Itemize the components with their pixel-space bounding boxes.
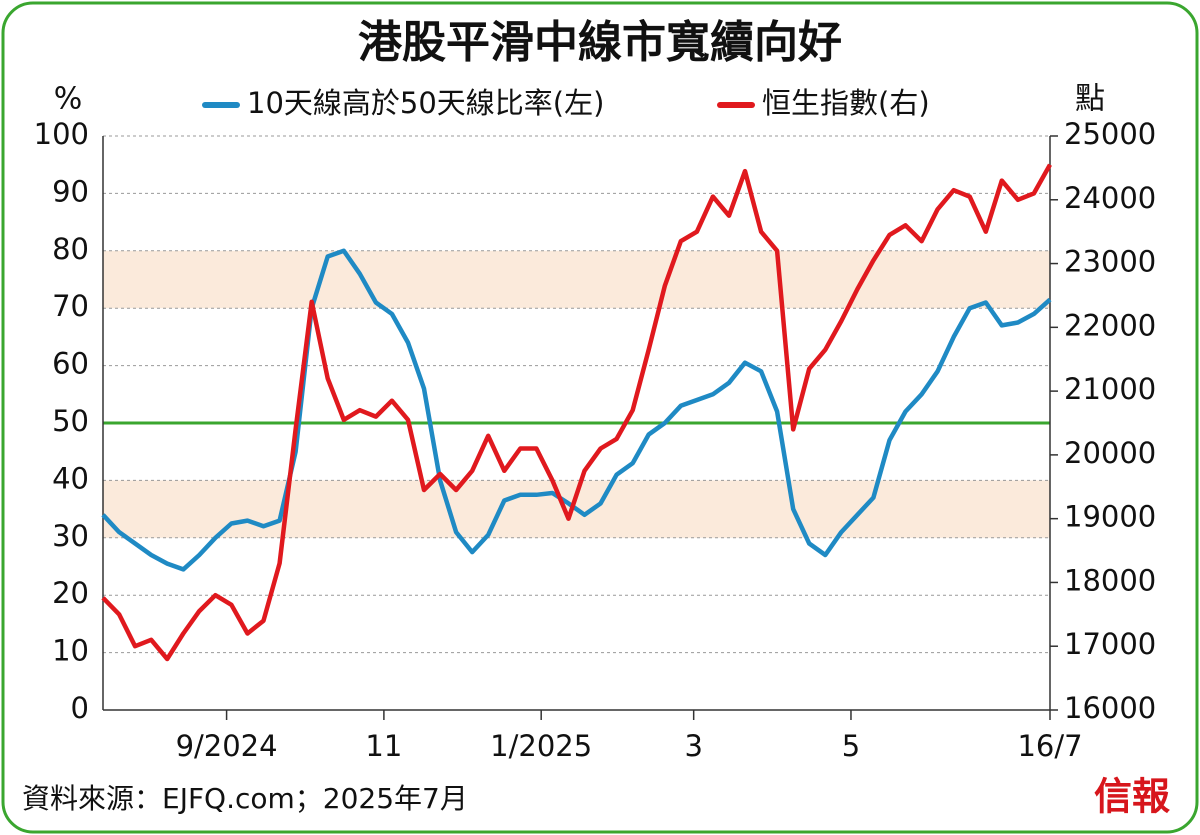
y2-tick-label: 20000 (1064, 436, 1156, 470)
y-tick-label: 20 (52, 576, 89, 610)
shaded-band (103, 250, 1050, 309)
y-tick-label: 80 (52, 232, 89, 266)
y2-tick-label: 18000 (1064, 563, 1156, 597)
y-tick-label: 100 (34, 117, 89, 151)
x-tick-label: 9/2024 (176, 729, 278, 763)
y-tick-label: 50 (52, 404, 89, 438)
y2-tick-label: 24000 (1064, 181, 1156, 215)
y-tick-label: 30 (52, 519, 89, 553)
y2-tick-label: 17000 (1064, 627, 1156, 661)
chart-title: 港股平滑中線市寬續向好 (358, 17, 842, 68)
y2-tick-label: 19000 (1064, 500, 1156, 534)
x-tick-label: 1/2025 (490, 729, 592, 763)
series-line (101, 163, 1052, 662)
logo: 信報 (1094, 774, 1170, 819)
y2-tick-label: 25000 (1064, 117, 1156, 151)
y-tick-label: 90 (52, 174, 89, 208)
x-tick-label: 11 (365, 729, 402, 763)
x-tick-label: 16/7 (1017, 729, 1082, 763)
y-tick-label: 70 (52, 289, 89, 323)
series-line (101, 248, 1052, 572)
x-tick-label: 5 (842, 729, 860, 763)
y2-tick-label: 21000 (1064, 372, 1156, 406)
y2-tick-label: 23000 (1064, 245, 1156, 279)
y2-tick-label: 22000 (1064, 308, 1156, 342)
legend-label: 10天線高於50天線比率(左) (247, 86, 604, 120)
x-tick-label: 3 (684, 729, 702, 763)
y-tick-label: 60 (52, 347, 89, 381)
source: 資料來源：EJFQ.com；2025年7月 (22, 782, 468, 815)
y2-tick-label: 16000 (1064, 691, 1156, 725)
y-tick-label: 10 (52, 634, 89, 668)
y2-axis-label: 點 (1075, 82, 1105, 117)
legend-label: 恒生指數(右) (762, 86, 930, 120)
y-axis-label: % (54, 82, 83, 117)
y-tick-label: 0 (71, 691, 89, 725)
y-tick-label: 40 (52, 461, 89, 495)
